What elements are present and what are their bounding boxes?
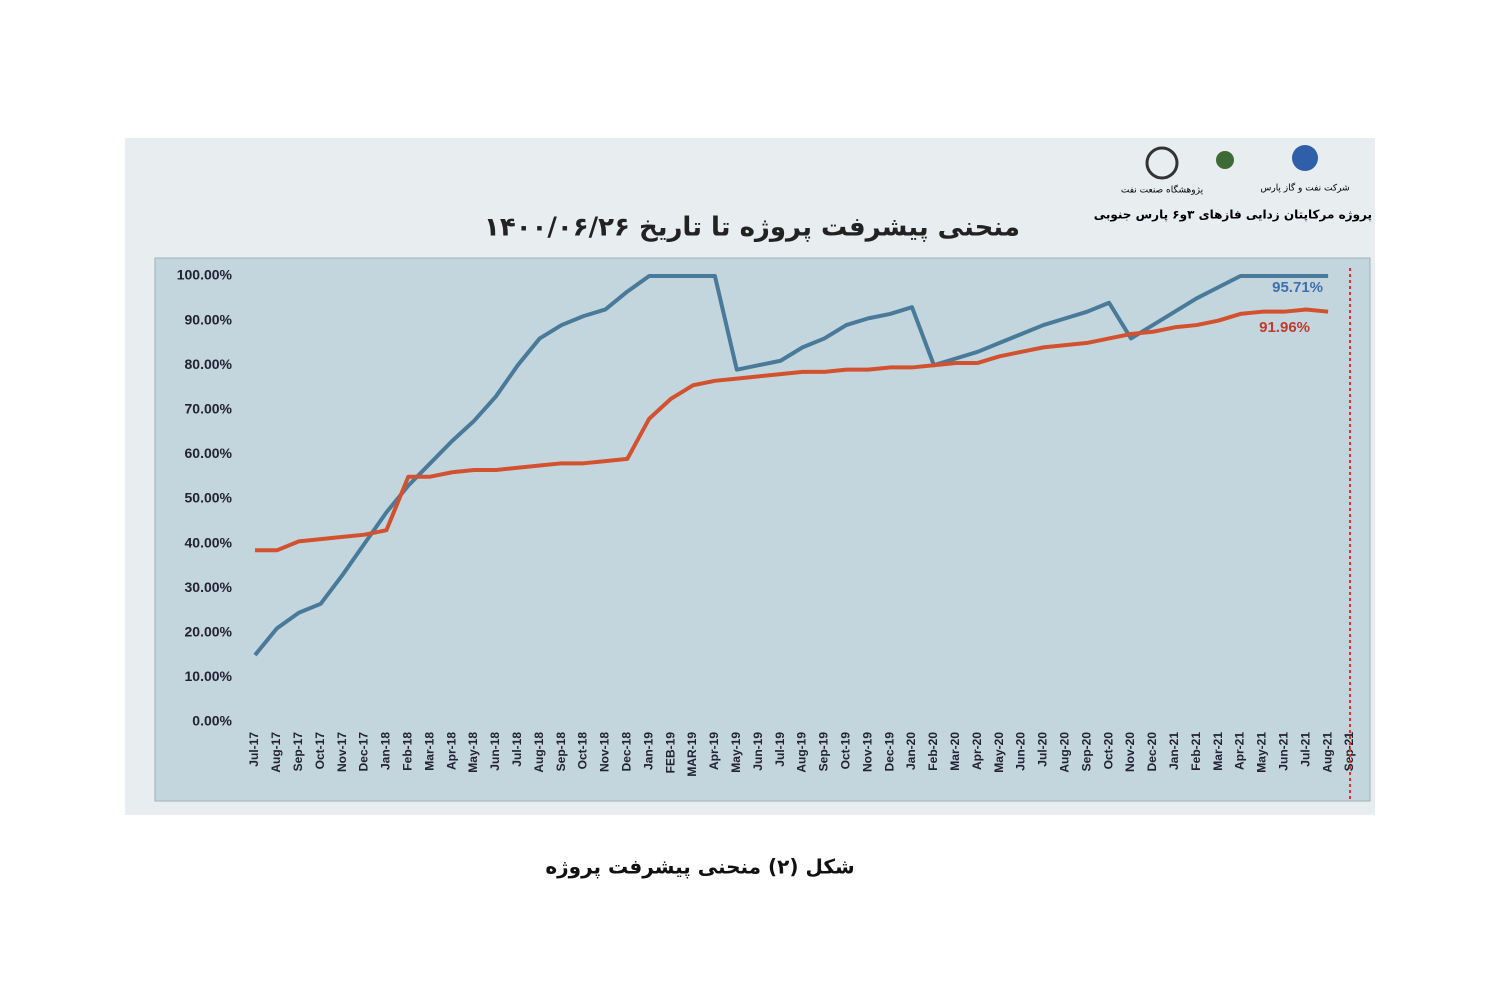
x-tick-label: Sep-19 [817, 732, 831, 772]
y-tick-label: 10.00% [185, 668, 233, 684]
x-tick-label: May-19 [729, 732, 743, 773]
x-tick-label: Sep-21 [1342, 732, 1356, 772]
x-tick-label: Nov-19 [860, 732, 874, 772]
y-tick-label: 90.00% [185, 311, 233, 327]
x-tick-label: Dec-20 [1145, 732, 1159, 772]
x-tick-label: Mar-18 [422, 732, 436, 771]
x-tick-label: Jul-17 [247, 732, 261, 767]
x-tick-label: Aug-20 [1057, 732, 1071, 773]
series-line [255, 307, 1329, 553]
series-line [253, 274, 1329, 657]
x-tick-label: Jan-20 [904, 732, 918, 770]
x-tick-label: Dec-17 [357, 732, 371, 772]
caption: شکل (۲) منحنی پیشرفت پروژه [545, 855, 854, 880]
x-tick-label: MAR-19 [685, 732, 699, 777]
x-tick-label: Oct-19 [838, 732, 852, 770]
x-tick-label: Jun-21 [1276, 732, 1290, 771]
x-tick-label: Aug-18 [532, 732, 546, 773]
y-tick-label: 60.00% [185, 445, 233, 461]
plot-area [154, 257, 1371, 802]
x-tick-label: Oct-17 [313, 732, 327, 770]
x-tick-label: Nov-20 [1123, 732, 1137, 772]
x-tick-label: Aug-17 [269, 732, 283, 773]
chart-title: منحنی پیشرفت پروژه تا تاریخ ۱۴۰۰/۰۶/۲۶ [484, 213, 1020, 243]
logo-text: شرکت نفت و گاز پارس [1260, 182, 1349, 194]
y-tick-label: 70.00% [185, 401, 233, 417]
x-tick-label: Jan-21 [1167, 732, 1181, 770]
logo-icon [1216, 151, 1234, 169]
x-tick-label: Apr-21 [1233, 732, 1247, 770]
data-annotation: 95.71% [1272, 279, 1323, 296]
x-tick-label: Sep-18 [554, 732, 568, 772]
x-tick-label: Apr-19 [707, 732, 721, 770]
logo-icon [1145, 146, 1179, 180]
logo-icon [1292, 145, 1318, 171]
x-tick-label: Jun-18 [488, 732, 502, 771]
x-tick-label: Oct-20 [1101, 732, 1115, 770]
x-tick-label: FEB-19 [663, 732, 677, 774]
x-tick-label: Aug-21 [1320, 732, 1334, 773]
y-tick-label: 40.00% [185, 534, 233, 550]
y-tick-label: 20.00% [185, 624, 233, 640]
x-tick-label: Feb-18 [400, 732, 414, 771]
logo-text: پژوهشگاه صنعت نفت [1121, 184, 1204, 196]
x-tick-label: Dec-19 [882, 732, 896, 772]
x-tick-label: Mar-20 [948, 732, 962, 771]
x-tick-label: Oct-18 [576, 732, 590, 770]
x-tick-label: Feb-21 [1189, 732, 1203, 771]
y-tick-label: 50.00% [185, 490, 233, 506]
x-tick-label: Jun-20 [1014, 732, 1028, 771]
x-tick-label: Nov-17 [335, 732, 349, 772]
y-tick-label: 0.00% [192, 713, 232, 729]
x-tick-label: Sep-20 [1079, 732, 1093, 772]
x-tick-label: May-18 [466, 732, 480, 773]
x-tick-label: Jul-20 [1036, 732, 1050, 767]
x-tick-label: Jun-19 [751, 732, 765, 771]
x-tick-label: Feb-20 [926, 732, 940, 771]
x-tick-label: Jan-19 [641, 732, 655, 770]
y-tick-label: 30.00% [185, 579, 233, 595]
x-tick-label: Jul-19 [773, 732, 787, 767]
x-tick-label: Sep-17 [291, 732, 305, 772]
x-tick-label: May-20 [992, 732, 1006, 773]
data-annotation: 91.96% [1259, 319, 1310, 336]
x-tick-label: May-21 [1255, 732, 1269, 773]
x-tick-label: Aug-19 [795, 732, 809, 773]
x-tick-label: Dec-18 [619, 732, 633, 772]
x-tick-label: Jul-18 [510, 732, 524, 767]
x-tick-label: Apr-18 [444, 732, 458, 770]
y-tick-label: 80.00% [185, 356, 233, 372]
y-tick-label: 100.00% [177, 267, 233, 283]
x-tick-label: Jan-18 [379, 732, 393, 770]
x-tick-label: Mar-21 [1211, 732, 1225, 771]
x-tick-label: Nov-18 [598, 732, 612, 772]
project-name: پروژه مرکاپتان زدایی فازهای ۳و۶ پارس جنو… [1094, 208, 1372, 223]
x-tick-label: Apr-20 [970, 732, 984, 770]
x-tick-label: Jul-21 [1298, 732, 1312, 767]
